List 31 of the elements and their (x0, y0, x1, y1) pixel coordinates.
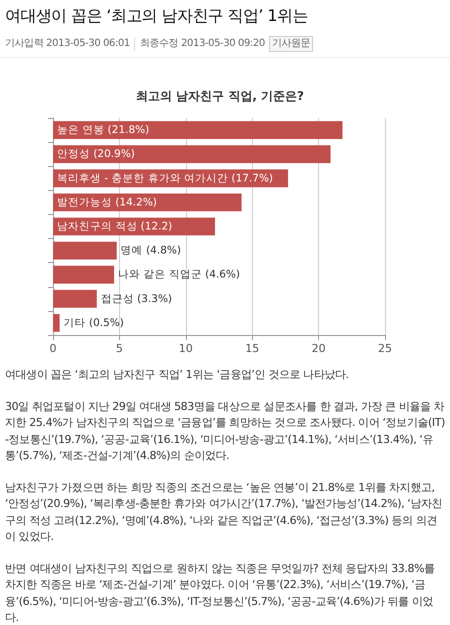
y-tick-label: 나와 같은 직업군 (4.6%) (118, 268, 240, 281)
x-tick-label: 0 (50, 342, 56, 355)
bar (53, 266, 114, 284)
y-tick-label: 발전가능성 (14.2%) (57, 196, 157, 208)
y-tick-label: 접근성 (3.3%) (100, 292, 172, 305)
y-tick-label: 명예 (4.8%) (120, 244, 181, 257)
y-tick-label: 높은 연봉 (21.8%) (57, 124, 150, 136)
bar (53, 314, 60, 332)
y-tick-label: 기타 (0.5%) (64, 316, 124, 329)
bar (53, 121, 343, 139)
text: 기사입력 2013-05-30 06:01 (5, 37, 130, 51)
bar (53, 193, 242, 212)
text: 반면 여대생이 남자친구의 직업으로 원하지 않는 직종은 무엇일까? 전체 응답자의 33.8%를 차지한 직종은 바로 ‘제조-건설-기계’ 분야였다. 이어 ‘유통’(22.3%), ‘서비스’(19.7%), ‘금융’(6.5%), ‘미디어-방송-광고’(6.3%), ‘IT-정보통신’(5.7%), ‘공공-교육’(4.6%)가 뒤를 이었다. (5, 560, 436, 625)
y-tick-label: 안정성 (20.9%) (57, 148, 135, 160)
x-tick-label: 5 (116, 342, 123, 355)
text: 최종수정 2013-05-30 09:20 (134, 37, 265, 51)
bar (53, 145, 331, 164)
chart-title: 여대생이 꼽은 ‘최고의 남자친구 직업’ 1위는 (5, 5, 308, 27)
text: 기사원문 (268, 36, 314, 52)
bar (53, 242, 117, 260)
text: 여대생이 꼽은 ‘최고의 남자친구 직업’ 1위는 ‘금융업’인 것으로 나타났다. (5, 367, 350, 383)
x-tick-label: 25 (378, 342, 392, 355)
x-tick-label: 15 (245, 342, 260, 355)
text: 남자친구가 가졌으면 하는 희망 직종의 조건으로는 ‘높은 연봉’이 21.8%로 1위를 차지했고, ‘안정성’(20.9%), ‘복리후생-충분한 휴가와 여가시간’(17.7%), ‘발전가능성’(14.2%), ‘남자친구의 적성 고려(12.2%), ‘명예’(4.8%), ‘나와 같은 직업군’(4.6%), ‘접근성’(3.3%) 등의 의견이 있었다. (5, 480, 444, 545)
y-tick-label: 남자친구의 적성 (12.2) (57, 220, 172, 232)
bar (53, 290, 97, 308)
y-tick-label: 복리후생 - 충분한 휴가와 여가시간 (17.7%) (57, 172, 274, 184)
chart-subtitle: 최고의 남자친구 직업, 기준은? (136, 89, 304, 103)
x-tick-label: 20 (312, 342, 326, 355)
x-tick-label: 10 (178, 342, 193, 355)
text: 30일 취업포털이 지난 29일 여대생 583명을 대상으로 설문조사를 한 결과, 가장 큰 비율을 차지한 25.4%가 남자친구의 직업으로 ‘금융업’를 희망하는 것으로 조사됐다. 이어 ‘정보기술(IT)-정보통신’(19.7%), ‘공공-교육’(16.1%), ‘미디어-방송-광고’(14.1%), ‘서비스’(13.4%), ‘유통’(5.7%), ‘제조-건설-기계’(4.8%)의 순이었다. (5, 398, 445, 464)
